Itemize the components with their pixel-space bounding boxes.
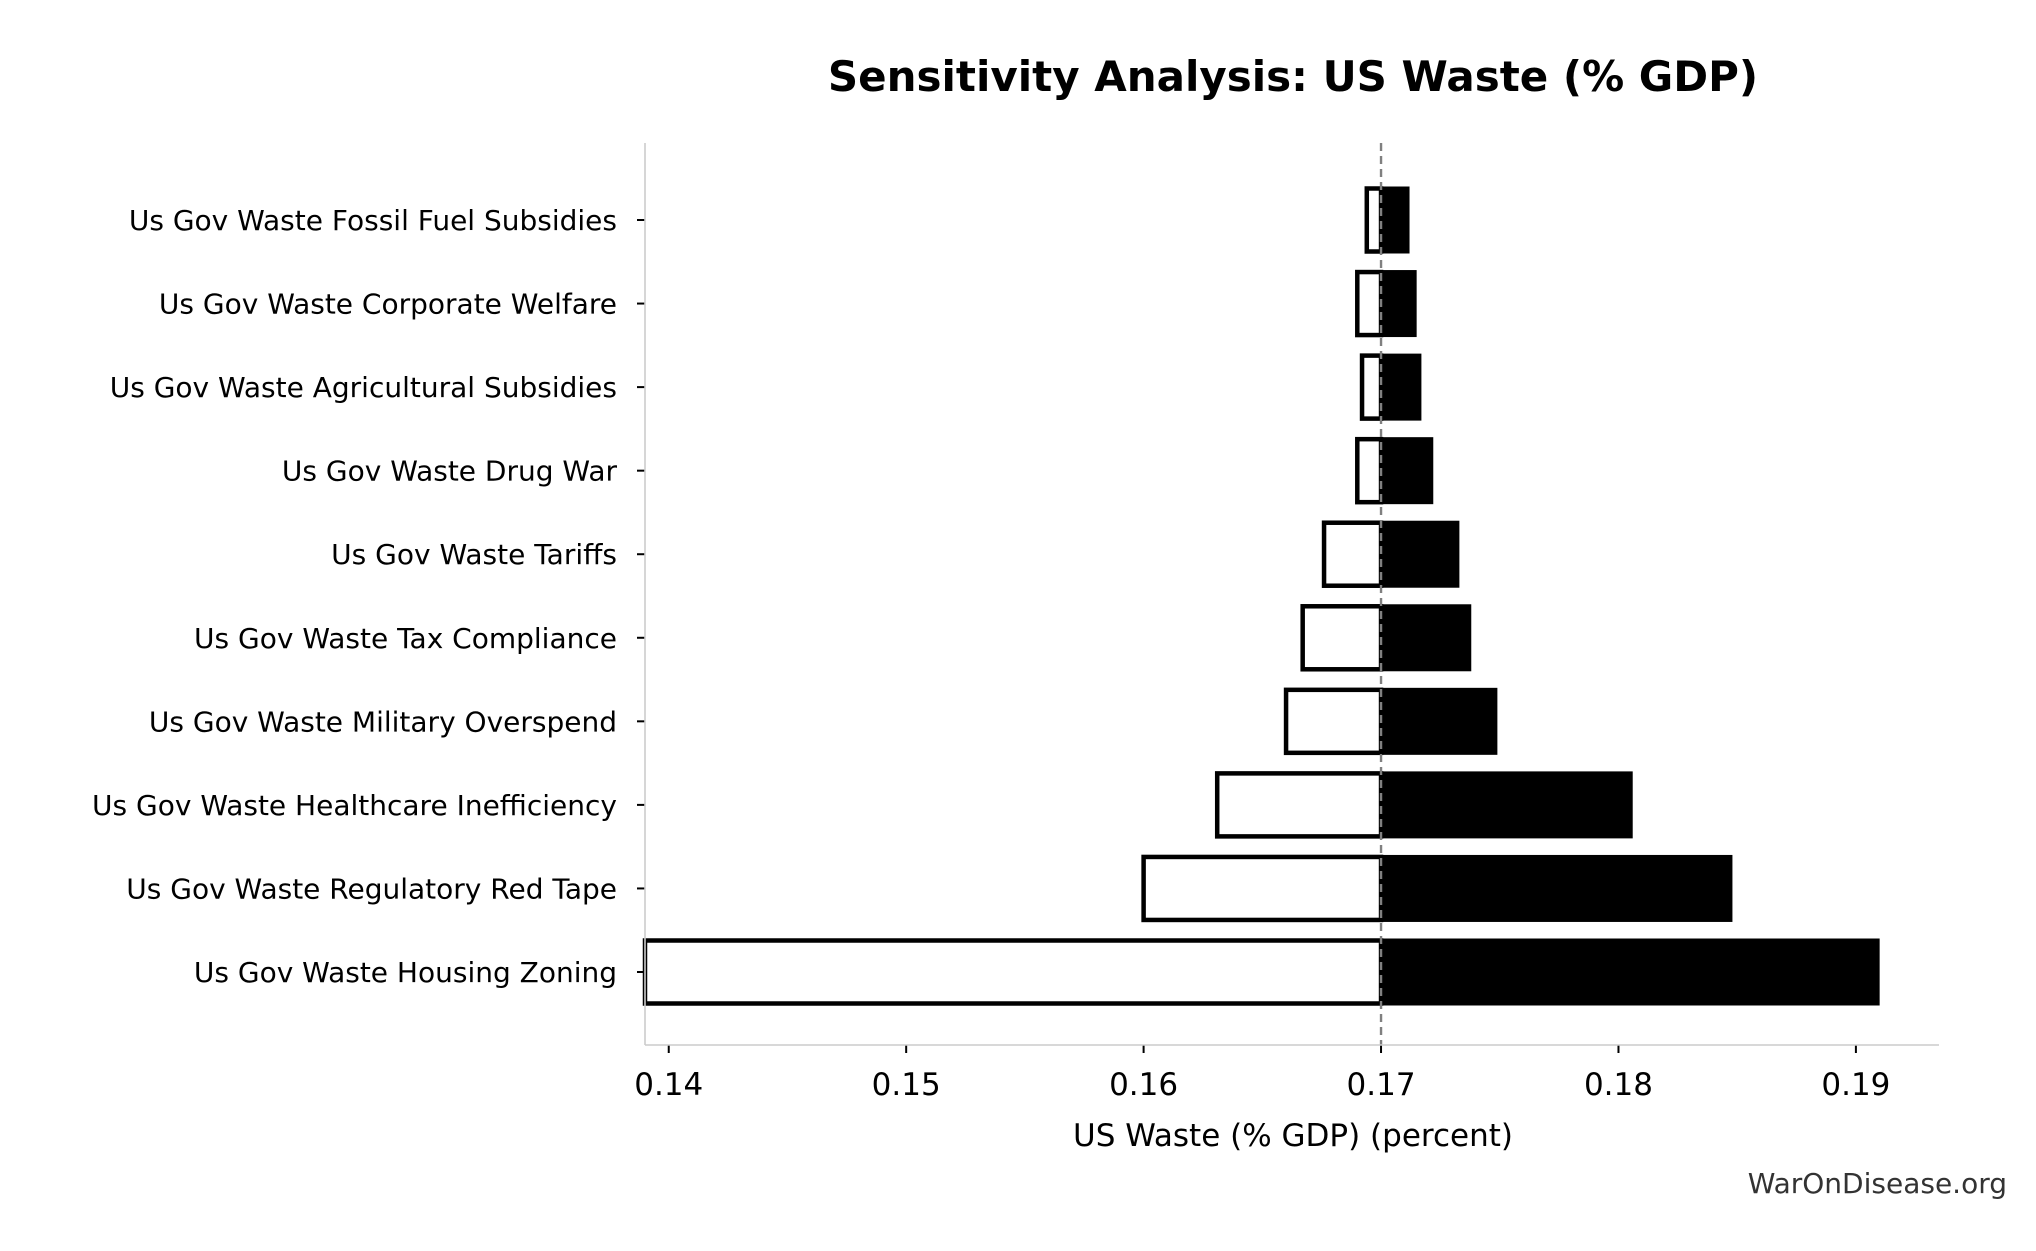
bar-low-4: [1321, 520, 1384, 588]
category-label-6: Us Gov Waste Military Overspend: [149, 705, 617, 738]
category-label-7: Us Gov Waste Healthcare Inefficiency: [92, 789, 617, 822]
category-label-1: Us Gov Waste Corporate Welfare: [159, 288, 617, 321]
category-labels: Us Gov Waste Fossil Fuel Subsidies Us Gov…: [92, 204, 645, 989]
bar-high-4: [1381, 520, 1460, 588]
bar-low-8: [1141, 854, 1384, 923]
x-axis-title: US Waste (% GDP) (percent): [1073, 1118, 1513, 1154]
category-label-9: Us Gov Waste Housing Zoning: [194, 956, 617, 989]
x-tick-label-1: 0.15: [872, 1067, 941, 1103]
bar-high-7: [1381, 771, 1633, 839]
bar-low-9: [642, 938, 1384, 1006]
bar-high-9: [1381, 938, 1880, 1006]
bar-high-3: [1381, 437, 1434, 505]
bar-low-1: [1355, 269, 1384, 338]
bar-low-6: [1283, 687, 1384, 756]
bar-high-2: [1381, 353, 1422, 421]
bar-high-8: [1381, 854, 1733, 922]
bar-low-3: [1355, 436, 1384, 505]
category-label-8: Us Gov Waste Regulatory Red Tape: [126, 872, 617, 905]
bar-low-2: [1359, 353, 1384, 421]
category-label-5: Us Gov Waste Tax Compliance: [194, 622, 617, 655]
x-tick-label-5: 0.19: [1821, 1067, 1890, 1103]
x-tick-label-0: 0.14: [634, 1067, 703, 1103]
bar-high-1: [1381, 270, 1417, 338]
chart-title: Sensitivity Analysis: US Waste (% GDP): [828, 52, 1758, 101]
bar-high-6: [1381, 687, 1498, 755]
bar-low-5: [1300, 604, 1384, 672]
category-label-2: Us Gov Waste Agricultural Subsidies: [110, 371, 617, 404]
bars-layer: [642, 186, 1880, 1006]
x-tick-label-4: 0.18: [1584, 1067, 1653, 1103]
bar-high-5: [1381, 604, 1472, 672]
category-label-4: Us Gov Waste Tariffs: [331, 538, 617, 571]
x-tick-label-3: 0.17: [1347, 1067, 1416, 1103]
category-label-3: Us Gov Waste Drug War: [282, 455, 618, 488]
bar-low-7: [1214, 771, 1384, 839]
x-tick-label-2: 0.16: [1109, 1067, 1178, 1103]
category-label-0: Us Gov Waste Fossil Fuel Subsidies: [129, 204, 617, 237]
bar-low-0: [1364, 186, 1384, 254]
watermark-text: WarOnDisease.org: [1748, 1167, 2007, 1200]
bar-high-0: [1381, 186, 1410, 254]
x-axis: 0.14 0.15 0.16 0.17 0.18 0.19: [634, 1045, 1890, 1103]
